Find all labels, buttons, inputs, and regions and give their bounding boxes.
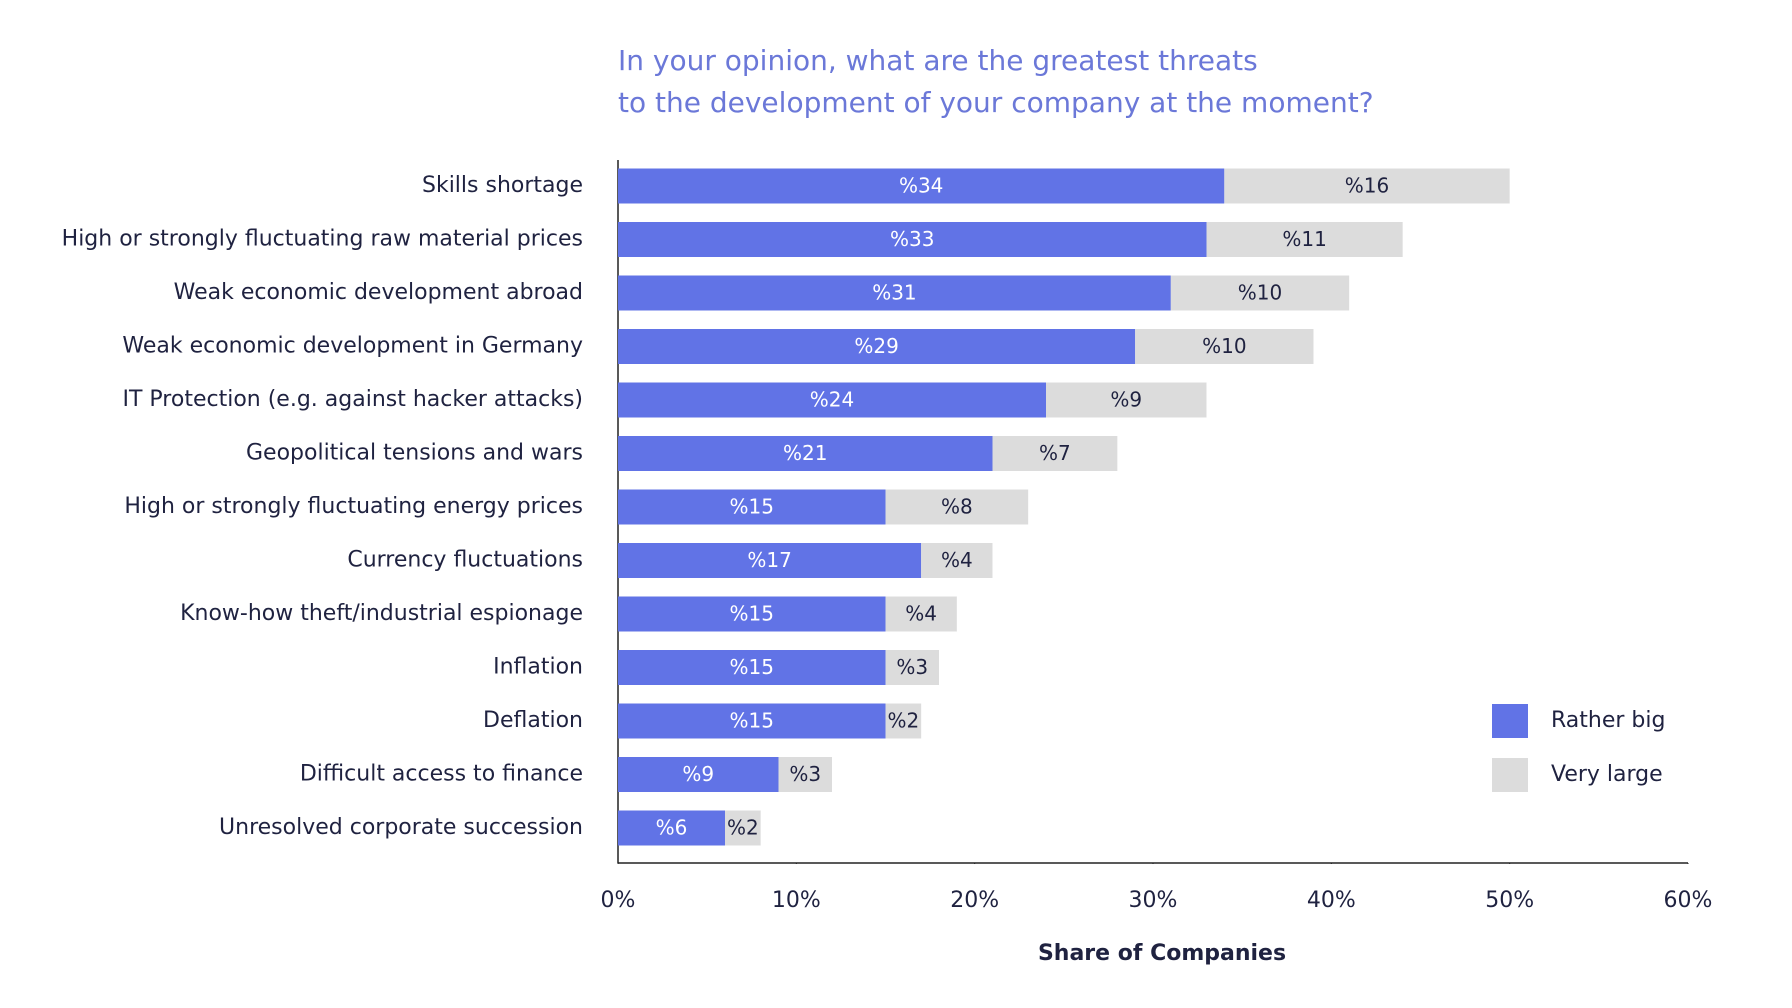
data-label: %11 <box>1282 227 1326 251</box>
bar-segment <box>885 596 957 632</box>
bar-segment <box>921 543 993 578</box>
y-tick-label: IT Protection (e.g. against hacker attac… <box>123 387 584 412</box>
bar-segment <box>778 757 832 792</box>
bar-segment <box>1170 275 1350 311</box>
bar-segment <box>618 650 886 685</box>
data-label: %16 <box>1345 174 1389 198</box>
data-label: %15 <box>730 602 774 626</box>
x-tick-label: 60% <box>1664 888 1713 913</box>
bar-segment <box>618 222 1207 257</box>
y-tick-label: Skills shortage <box>422 173 583 198</box>
bar-segment <box>618 275 1171 311</box>
data-label: %21 <box>783 441 827 465</box>
y-tick-label: Know-how theft/industrial espionage <box>180 601 583 626</box>
bar-segment <box>618 596 886 632</box>
x-tick-label: 10% <box>772 888 821 913</box>
data-label: %24 <box>810 388 854 412</box>
data-label: %6 <box>656 816 688 840</box>
data-label: %29 <box>854 334 898 358</box>
y-tick-label: High or strongly fluctuating raw materia… <box>62 227 583 252</box>
data-label: %4 <box>905 602 937 626</box>
legend-swatch <box>1492 704 1528 738</box>
chart-title: In your opinion, what are the greatest t… <box>618 44 1258 77</box>
chart-title: to the development of your company at th… <box>618 86 1374 119</box>
data-label: %15 <box>730 709 774 733</box>
data-label: %7 <box>1039 441 1071 465</box>
y-tick-label: Currency fluctuations <box>347 548 583 573</box>
bar-segment <box>885 650 939 685</box>
bar-segment <box>618 168 1225 204</box>
bar-segment <box>725 810 761 846</box>
data-label: %8 <box>941 495 973 519</box>
y-tick-label: Unresolved corporate succession <box>219 815 583 840</box>
bar-segment <box>618 329 1136 364</box>
y-tick-label: High or strongly fluctuating energy pric… <box>124 494 583 519</box>
data-label: %17 <box>747 548 791 572</box>
bar-segment <box>618 489 886 525</box>
bar-segment <box>1224 168 1510 204</box>
bar-segment <box>1135 329 1314 364</box>
bar-segment <box>1206 222 1403 257</box>
data-label: %10 <box>1202 334 1246 358</box>
legend-label: Rather big <box>1551 708 1665 733</box>
data-label: %34 <box>899 174 943 198</box>
data-label: %15 <box>730 655 774 679</box>
bar-segment <box>618 703 886 739</box>
data-label: %10 <box>1238 281 1282 305</box>
data-label: %3 <box>789 762 821 786</box>
data-label: %2 <box>727 816 759 840</box>
legend-swatch <box>1492 758 1528 792</box>
x-axis-label: Share of Companies <box>1038 941 1286 966</box>
data-label: %2 <box>887 709 919 733</box>
data-label: %3 <box>896 655 928 679</box>
data-label: %15 <box>730 495 774 519</box>
y-tick-label: Deflation <box>483 708 583 733</box>
bar-segment <box>618 757 779 792</box>
data-label: %33 <box>890 227 934 251</box>
bar-segment <box>992 436 1118 471</box>
data-label: %9 <box>1110 388 1142 412</box>
y-tick-label: Inflation <box>493 655 583 680</box>
data-label: %31 <box>872 281 916 305</box>
bar-segment <box>618 810 725 846</box>
x-tick-label: 30% <box>1129 888 1178 913</box>
x-tick-label: 50% <box>1485 888 1534 913</box>
legend-label: Very large <box>1551 762 1663 787</box>
y-tick-label: Weak economic development in Germany <box>122 334 583 359</box>
y-tick-label: Geopolitical tensions and wars <box>246 441 583 466</box>
data-label: %4 <box>941 548 973 572</box>
bar-segment <box>618 436 993 471</box>
data-label: %9 <box>682 762 714 786</box>
bar-segment <box>885 703 922 739</box>
y-tick-label: Weak economic development abroad <box>174 280 583 305</box>
bar-segment <box>618 543 922 578</box>
bar-segment <box>885 489 1029 525</box>
y-tick-label: Difficult access to finance <box>300 762 583 787</box>
x-tick-label: 40% <box>1307 888 1356 913</box>
bar-segment <box>1046 382 1207 418</box>
x-tick-label: 0% <box>601 888 636 913</box>
bar-segment <box>618 382 1046 418</box>
x-tick-label: 20% <box>950 888 999 913</box>
